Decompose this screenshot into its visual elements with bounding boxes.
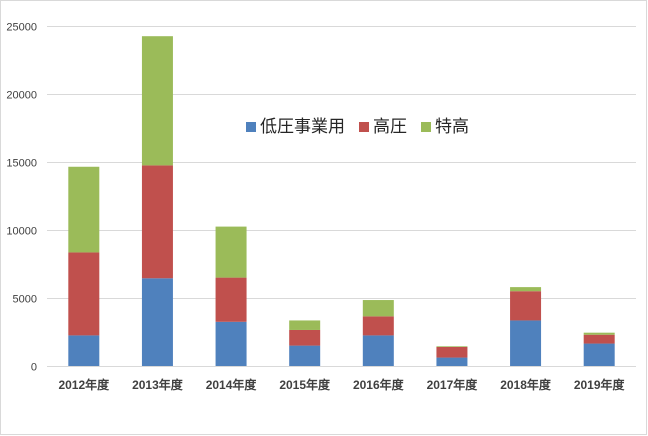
- legend: 低圧事業用 高圧 特高: [246, 117, 469, 137]
- bar-segment: [583, 334, 615, 344]
- x-tick-label: 2015年度: [279, 377, 331, 392]
- bar-segment: [289, 329, 321, 346]
- bar-segment: [215, 277, 247, 322]
- bar-segment: [362, 300, 394, 317]
- legend-label: 特高: [435, 117, 469, 137]
- y-tick-label: 0: [31, 362, 37, 374]
- y-axis-ticks: 0 5000 10000 15000 20000 25000: [6, 22, 37, 374]
- bar-segment: [436, 346, 468, 358]
- bar-segment: [362, 316, 394, 336]
- bar-segment: [68, 166, 100, 253]
- bar-segment: [68, 335, 100, 366]
- legend-label: 高圧: [373, 117, 407, 137]
- bar-segment: [510, 287, 542, 292]
- bar-segment: [68, 252, 100, 336]
- x-tick-label: 2017年度: [427, 377, 479, 392]
- bar-segment: [289, 345, 321, 366]
- x-tick-label: 2018年度: [500, 377, 552, 392]
- bar-segment: [510, 291, 542, 321]
- y-tick-label: 10000: [6, 226, 37, 238]
- legend-swatch: [246, 122, 256, 132]
- y-tick-label: 5000: [13, 294, 37, 306]
- bar-segment: [510, 320, 542, 366]
- legend-label: 低圧事業用: [260, 117, 345, 137]
- legend-swatch: [421, 122, 431, 132]
- bar-segment: [436, 357, 468, 366]
- bar-segment: [436, 346, 468, 347]
- x-tick-label: 2016年度: [353, 377, 405, 392]
- bar-segment: [141, 278, 173, 366]
- x-tick-label: 2014年度: [206, 377, 258, 392]
- bar-segment: [215, 321, 247, 366]
- bar-segment: [583, 343, 615, 366]
- legend-swatch: [359, 122, 369, 132]
- bars: [68, 36, 615, 366]
- bar-segment: [141, 165, 173, 279]
- bar-segment: [289, 320, 321, 330]
- y-tick-label: 15000: [6, 158, 37, 170]
- x-axis-ticks: 2012年度 2013年度 2014年度 2015年度 2016年度 2017年度 2018…: [58, 377, 625, 392]
- x-tick-label: 2013年度: [132, 377, 184, 392]
- bar-segment: [583, 332, 615, 335]
- bar-segment: [215, 226, 247, 278]
- bar-segment: [141, 36, 173, 166]
- y-tick-label: 25000: [6, 22, 37, 34]
- bar-segment: [362, 335, 394, 366]
- x-tick-label: 2019年度: [574, 377, 626, 392]
- y-tick-label: 20000: [6, 90, 37, 102]
- x-tick-label: 2012年度: [58, 377, 110, 392]
